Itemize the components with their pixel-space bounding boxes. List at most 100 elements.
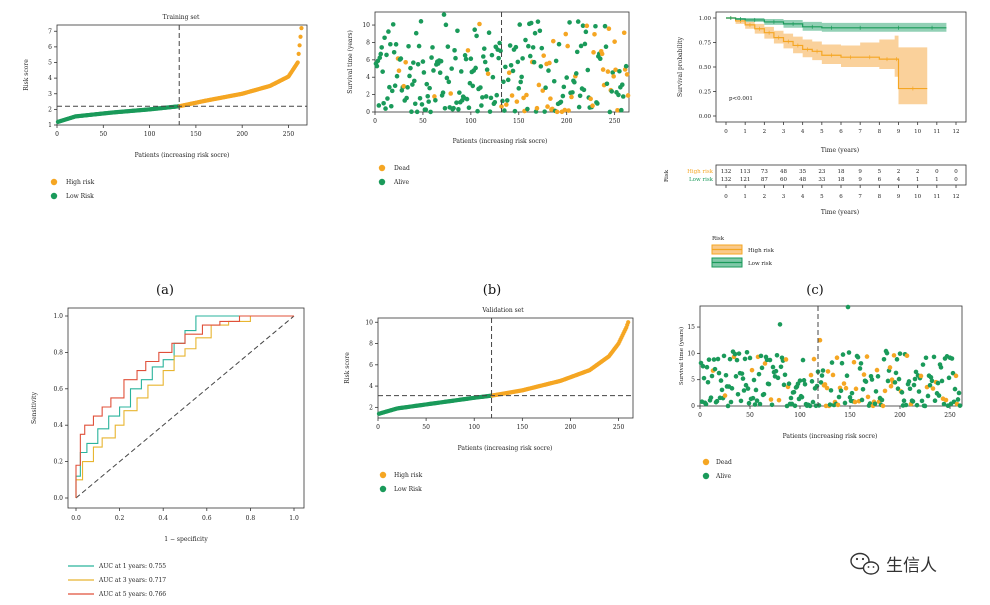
alive-point <box>382 35 387 41</box>
panel-e-ytick-label: 10 <box>365 319 373 326</box>
panel-e-ytick-label: 8 <box>369 341 373 348</box>
panel-d-ytick-label: 0.0 <box>53 495 63 502</box>
panel-d-roc: 0.0 0.2 0.4 0.6 0.8 1.0 0.0 0.2 0.4 0.6 0.8 1.0 1 −… <box>31 307 305 598</box>
alive-point <box>756 371 762 377</box>
alive-point <box>475 108 480 114</box>
alive-point <box>453 55 458 61</box>
panel-c-xtick-label: 6 <box>839 129 843 135</box>
panel-f-xtick-label: 50 <box>746 412 754 419</box>
legend-auc3-label: AUC at 3 years: 0.717 <box>98 577 166 584</box>
panel-b-xtick-label: 50 <box>419 118 427 125</box>
alive-point <box>743 382 749 388</box>
alive-point <box>741 388 747 393</box>
alive-point <box>532 30 538 36</box>
alive-point <box>539 45 545 51</box>
alive-point <box>732 351 738 357</box>
panel-e-xtick-label: 150 <box>517 424 529 431</box>
dead-point <box>534 105 540 111</box>
dead-point <box>504 102 509 107</box>
alive-point <box>519 74 524 80</box>
dead-point <box>843 385 849 391</box>
alive-point <box>577 93 583 99</box>
dead-point <box>606 26 612 31</box>
alive-point <box>802 382 808 387</box>
alive-point <box>374 63 380 69</box>
panel-f-xtick-label: 150 <box>844 412 856 419</box>
alive-point <box>390 22 396 27</box>
alive-point <box>836 394 842 400</box>
dead-point <box>514 99 520 104</box>
panel-f-ytick-label: 0 <box>691 403 695 410</box>
wechat-icon <box>850 552 880 575</box>
panel-f-xtick-label: 200 <box>894 412 906 419</box>
alive-point <box>425 93 431 99</box>
panel-d-xtick-label: 0.0 <box>71 515 81 522</box>
alive-point <box>704 364 710 370</box>
dead-point <box>550 38 556 44</box>
dead-point <box>835 402 841 408</box>
panel-c-xtick-label: 4 <box>801 129 805 135</box>
alive-point <box>580 23 586 29</box>
alive-point <box>501 79 506 85</box>
alive-point <box>412 101 418 107</box>
alive-point <box>515 59 521 65</box>
alive-point <box>500 98 505 104</box>
risk-table-cell: 0 <box>954 177 958 183</box>
dead-point <box>613 67 618 73</box>
alive-point <box>603 44 609 50</box>
alive-point <box>907 386 913 392</box>
alive-point <box>738 398 744 404</box>
panel-a-xtick-label: 0 <box>55 131 59 138</box>
alive-point <box>385 96 390 101</box>
alive-point <box>750 395 756 401</box>
dead-point <box>749 367 755 373</box>
dead-point <box>605 69 611 74</box>
dead-point <box>830 372 836 378</box>
dead-point <box>825 369 831 374</box>
risk-table-xtick-label: 11 <box>933 194 940 200</box>
dead-point <box>864 354 870 359</box>
dead-point <box>591 50 596 55</box>
alive-point <box>769 402 775 408</box>
alive-point <box>721 353 727 359</box>
alive-point <box>842 400 848 406</box>
alive-point <box>766 381 772 387</box>
alive-point <box>913 369 919 375</box>
dead-point <box>592 32 597 37</box>
alive-point <box>929 378 935 384</box>
panel-b-ytick-label: 8 <box>366 39 370 46</box>
risk-table-cell: 35 <box>799 169 806 175</box>
alive-point <box>379 45 385 50</box>
watermark: 生信人 <box>850 552 937 576</box>
alive-point <box>735 392 741 397</box>
panel-a-ytick-label: 2 <box>48 106 52 113</box>
panel-d-legend: AUC at 1 years: 0.755 AUC at 3 years: 0.… <box>68 563 166 598</box>
alive-point <box>719 387 725 393</box>
panel-f-xtick-label: 100 <box>794 412 806 419</box>
alive-point <box>424 81 430 87</box>
alive-point <box>906 379 912 384</box>
alive-point <box>582 41 588 47</box>
dead-point <box>611 74 616 79</box>
alive-point <box>388 103 394 109</box>
alive-point <box>388 41 393 47</box>
risk-table-cell: 2 <box>916 169 920 175</box>
panel-a-ytick-label: 3 <box>48 91 52 98</box>
alive-point <box>531 59 537 65</box>
risk-table-xtick-label: 0 <box>724 194 728 200</box>
panel-c-ytick-label: 0.00 <box>699 114 712 120</box>
panel-c-ytick-label: 0.75 <box>699 41 712 47</box>
alive-point <box>481 54 486 59</box>
alive-point <box>543 85 548 90</box>
panel-a-training-risk: Training set 0 50 100 150 200 250 1 2 3 4 5 6 7 Pati… <box>23 14 308 298</box>
alive-point <box>467 80 473 86</box>
alive-point <box>781 382 787 388</box>
alive-point <box>492 99 498 105</box>
alive-point <box>716 370 722 376</box>
panel-a-ylabel: Risk score <box>23 59 30 91</box>
legend-alive-label: Alive <box>393 179 410 186</box>
dead-point <box>600 67 606 72</box>
alive-point <box>430 45 435 50</box>
km-high-risk-ci-band <box>726 18 928 105</box>
panel-f-ytick-label: 15 <box>687 324 695 331</box>
